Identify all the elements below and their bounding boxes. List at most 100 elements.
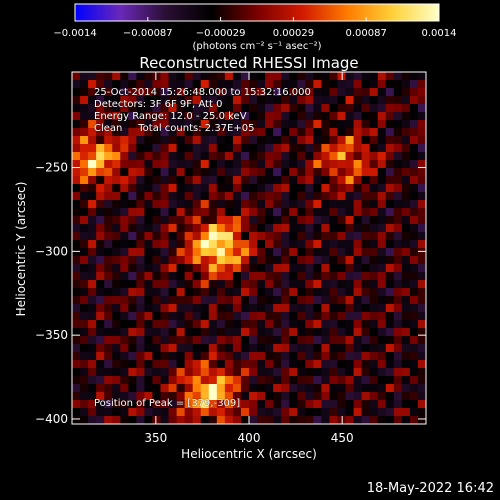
heatmap-cell bbox=[80, 288, 89, 297]
heatmap-cell bbox=[401, 168, 411, 177]
heatmap-cell bbox=[297, 88, 306, 97]
heatmap-cell bbox=[313, 112, 323, 121]
heatmap-cell bbox=[136, 376, 146, 385]
heatmap-cell bbox=[224, 304, 234, 313]
heatmap-cell bbox=[289, 400, 298, 409]
heatmap-cell bbox=[297, 232, 306, 241]
heatmap-cell bbox=[393, 416, 403, 424]
heatmap-cell bbox=[240, 232, 250, 241]
heatmap-cell bbox=[72, 352, 81, 361]
heatmap-cell bbox=[104, 248, 113, 257]
heatmap-cell bbox=[112, 88, 121, 97]
heatmap-cell bbox=[313, 352, 323, 361]
heatmap-cell bbox=[401, 72, 411, 81]
heatmap-cell bbox=[305, 296, 314, 305]
heatmap-cell bbox=[249, 392, 258, 401]
heatmap-cell bbox=[144, 264, 154, 273]
heatmap-cell bbox=[265, 88, 274, 97]
heatmap-cell bbox=[385, 240, 395, 249]
heatmap-cell bbox=[192, 72, 202, 81]
heatmap-cell bbox=[192, 152, 202, 161]
heatmap-cell bbox=[393, 200, 403, 209]
heatmap-cell bbox=[265, 336, 274, 345]
heatmap-cell bbox=[369, 392, 379, 401]
heatmap-cell bbox=[192, 360, 202, 369]
heatmap-cell bbox=[409, 96, 419, 105]
heatmap-cell bbox=[144, 200, 154, 209]
heatmap-cell bbox=[385, 184, 395, 193]
heatmap-cell bbox=[393, 280, 403, 289]
heatmap-cell bbox=[409, 320, 419, 329]
heatmap-cell bbox=[120, 416, 129, 424]
heatmap-cell bbox=[80, 256, 89, 265]
heatmap-cell bbox=[88, 344, 97, 353]
heatmap-cell bbox=[297, 328, 306, 337]
heatmap-cell bbox=[232, 392, 242, 401]
heatmap-cell bbox=[208, 208, 218, 217]
heatmap-cell bbox=[337, 232, 347, 241]
heatmap-cell bbox=[257, 312, 266, 321]
heatmap-cell bbox=[377, 352, 387, 361]
heatmap-cell bbox=[385, 392, 395, 401]
heatmap-cell bbox=[401, 376, 411, 385]
heatmap-cell bbox=[401, 312, 411, 321]
heatmap-cell bbox=[80, 296, 89, 305]
heatmap-cell bbox=[144, 408, 154, 417]
heatmap-cell bbox=[232, 240, 242, 249]
y-tick-label: −350 bbox=[35, 328, 68, 342]
heatmap-cell bbox=[369, 240, 379, 249]
heatmap-cell bbox=[160, 416, 170, 424]
heatmap-cell bbox=[160, 80, 170, 89]
heatmap-cell bbox=[273, 392, 282, 401]
heatmap-cell bbox=[289, 216, 298, 225]
heatmap-cell bbox=[240, 192, 250, 201]
heatmap-cell bbox=[297, 192, 306, 201]
heatmap-cell bbox=[232, 224, 242, 233]
heatmap-cell bbox=[313, 152, 323, 161]
heatmap-cell bbox=[377, 88, 387, 97]
heatmap-cell bbox=[393, 208, 403, 217]
heatmap-cell bbox=[216, 336, 226, 345]
heatmap-cell bbox=[369, 368, 379, 377]
heatmap-cell bbox=[353, 312, 363, 321]
heatmap-cell bbox=[265, 224, 274, 233]
heatmap-cell bbox=[72, 152, 81, 161]
annotation-peak-position: Position of Peak = [379,-309] bbox=[94, 398, 241, 409]
heatmap-cell bbox=[409, 88, 419, 97]
heatmap-cell bbox=[321, 240, 331, 249]
heatmap-cell bbox=[417, 416, 426, 424]
heatmap-cell bbox=[72, 272, 81, 281]
heatmap-cell bbox=[192, 312, 202, 321]
heatmap-cell bbox=[417, 392, 426, 401]
heatmap-cell bbox=[72, 80, 81, 89]
heatmap-cell bbox=[168, 200, 178, 209]
heatmap-cell bbox=[297, 144, 306, 153]
heatmap-cell bbox=[216, 224, 226, 233]
heatmap-cell bbox=[353, 136, 363, 145]
heatmap-cell bbox=[192, 272, 202, 281]
heatmap-cell bbox=[104, 296, 113, 305]
heatmap-cell bbox=[144, 208, 154, 217]
heatmap-cell bbox=[353, 208, 363, 217]
heatmap-cell bbox=[72, 368, 81, 377]
heatmap-cell bbox=[128, 232, 137, 241]
heatmap-cell bbox=[401, 408, 411, 417]
heatmap-cell bbox=[313, 144, 323, 153]
heatmap-cell bbox=[377, 288, 387, 297]
heatmap-cell bbox=[112, 352, 121, 361]
heatmap-cell bbox=[88, 96, 97, 105]
heatmap-cell bbox=[128, 392, 137, 401]
heatmap-cell bbox=[369, 120, 379, 129]
heatmap-cell bbox=[72, 128, 81, 137]
heatmap-cell bbox=[232, 216, 242, 225]
heatmap-cell bbox=[417, 80, 426, 89]
heatmap-cell bbox=[305, 216, 314, 225]
heatmap-cell bbox=[265, 240, 274, 249]
heatmap-cell bbox=[361, 304, 371, 313]
heatmap-cell bbox=[369, 224, 379, 233]
heatmap-cell bbox=[72, 176, 81, 185]
heatmap-cell bbox=[409, 304, 419, 313]
heatmap-cell bbox=[401, 248, 411, 257]
heatmap-cell bbox=[240, 224, 250, 233]
heatmap-cell bbox=[168, 408, 178, 417]
